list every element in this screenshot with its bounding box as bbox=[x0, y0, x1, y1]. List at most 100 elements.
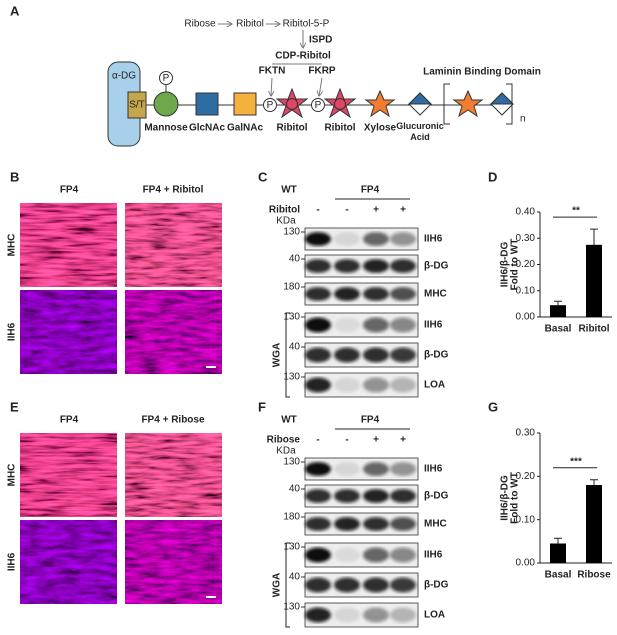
label: Ribose bbox=[184, 19, 216, 30]
label: MHC bbox=[7, 464, 18, 487]
label: IIH6 bbox=[424, 550, 443, 561]
label: FP4 bbox=[361, 415, 380, 426]
label: β-DG bbox=[424, 580, 449, 591]
label: 0.30 bbox=[516, 428, 536, 439]
band bbox=[305, 347, 331, 363]
micrograph-texture bbox=[20, 203, 117, 287]
band bbox=[334, 577, 360, 593]
label: IIH6/β-DG bbox=[500, 242, 511, 288]
bar bbox=[586, 485, 602, 563]
band bbox=[334, 517, 360, 531]
label: IIH6 bbox=[424, 464, 443, 475]
label: 40 bbox=[289, 484, 301, 495]
label: + bbox=[373, 435, 379, 446]
label: KDa bbox=[276, 216, 296, 227]
label: Ribose bbox=[577, 570, 611, 581]
error-bar bbox=[554, 537, 562, 544]
label: CDP-Ribitol bbox=[275, 51, 331, 62]
band bbox=[334, 547, 360, 563]
micrograph-texture bbox=[20, 433, 117, 517]
band bbox=[363, 317, 389, 333]
band bbox=[363, 377, 389, 393]
label: FKTN bbox=[259, 66, 286, 77]
label: GlcNAc bbox=[189, 123, 226, 134]
label: 130 bbox=[283, 227, 300, 238]
label: A bbox=[10, 3, 20, 18]
band bbox=[363, 287, 389, 301]
label: GalNAc bbox=[227, 123, 264, 134]
scale-bar bbox=[206, 366, 216, 368]
label: S/T bbox=[129, 100, 145, 111]
label: FP4 bbox=[60, 185, 79, 196]
label: - bbox=[316, 435, 319, 446]
band bbox=[334, 462, 360, 476]
label: C bbox=[258, 169, 268, 184]
label: Ribitol-5-P bbox=[283, 19, 330, 30]
label: 40 bbox=[289, 572, 301, 583]
error-bar bbox=[590, 479, 598, 485]
band bbox=[390, 287, 416, 301]
band bbox=[334, 489, 360, 503]
band bbox=[390, 377, 416, 393]
label: 0.10 bbox=[516, 514, 536, 525]
label: 130 bbox=[283, 542, 300, 553]
label: FP4 bbox=[60, 415, 79, 426]
band bbox=[305, 259, 331, 273]
band bbox=[390, 607, 416, 623]
label: 0.10 bbox=[516, 285, 536, 296]
label: MHC bbox=[424, 289, 447, 300]
glycan-diagram bbox=[107, 24, 515, 147]
label: FP4 + Ribose bbox=[141, 415, 205, 426]
label: 180 bbox=[283, 282, 300, 293]
label: F bbox=[258, 399, 266, 414]
band bbox=[305, 317, 331, 333]
label: ISPD bbox=[309, 35, 332, 46]
band bbox=[363, 232, 389, 246]
band bbox=[363, 347, 389, 363]
label: 0.20 bbox=[516, 259, 536, 270]
band bbox=[390, 317, 416, 333]
band bbox=[305, 577, 331, 593]
label: WGA bbox=[272, 343, 283, 367]
label: G bbox=[488, 399, 498, 414]
label: 130 bbox=[283, 457, 300, 468]
band bbox=[305, 377, 331, 393]
label: + bbox=[400, 435, 406, 446]
error-bar bbox=[590, 228, 598, 245]
label: D bbox=[488, 169, 497, 184]
label: Ribitol bbox=[269, 205, 300, 216]
scale-bar bbox=[206, 596, 216, 598]
band bbox=[390, 489, 416, 503]
label: 0.00 bbox=[516, 558, 536, 569]
band bbox=[363, 489, 389, 503]
band bbox=[305, 547, 331, 563]
label: KDa bbox=[276, 446, 296, 457]
label: + bbox=[400, 205, 406, 216]
label: FP4 + Ribitol bbox=[143, 185, 204, 196]
label: 130 bbox=[283, 602, 300, 613]
bar bbox=[586, 244, 602, 317]
band bbox=[390, 259, 416, 273]
label: 0.20 bbox=[516, 471, 536, 482]
label: E bbox=[10, 399, 19, 414]
bracket bbox=[285, 542, 290, 628]
band bbox=[334, 317, 360, 333]
band bbox=[390, 347, 416, 363]
label: β-DG bbox=[424, 350, 449, 361]
band bbox=[363, 577, 389, 593]
label: 130 bbox=[283, 372, 300, 383]
bar bbox=[550, 305, 566, 317]
label: Ribose bbox=[267, 435, 301, 446]
band bbox=[390, 462, 416, 476]
label: Basal bbox=[545, 570, 572, 581]
label: α-DG bbox=[112, 71, 136, 82]
label: *** bbox=[570, 456, 582, 467]
band bbox=[390, 517, 416, 531]
label: Xylose bbox=[364, 123, 397, 134]
label: Fold to WT bbox=[510, 472, 521, 524]
band bbox=[363, 547, 389, 563]
label: MHC bbox=[7, 234, 18, 257]
bar bbox=[550, 543, 566, 563]
label: P bbox=[315, 100, 322, 111]
label: - bbox=[345, 435, 348, 446]
